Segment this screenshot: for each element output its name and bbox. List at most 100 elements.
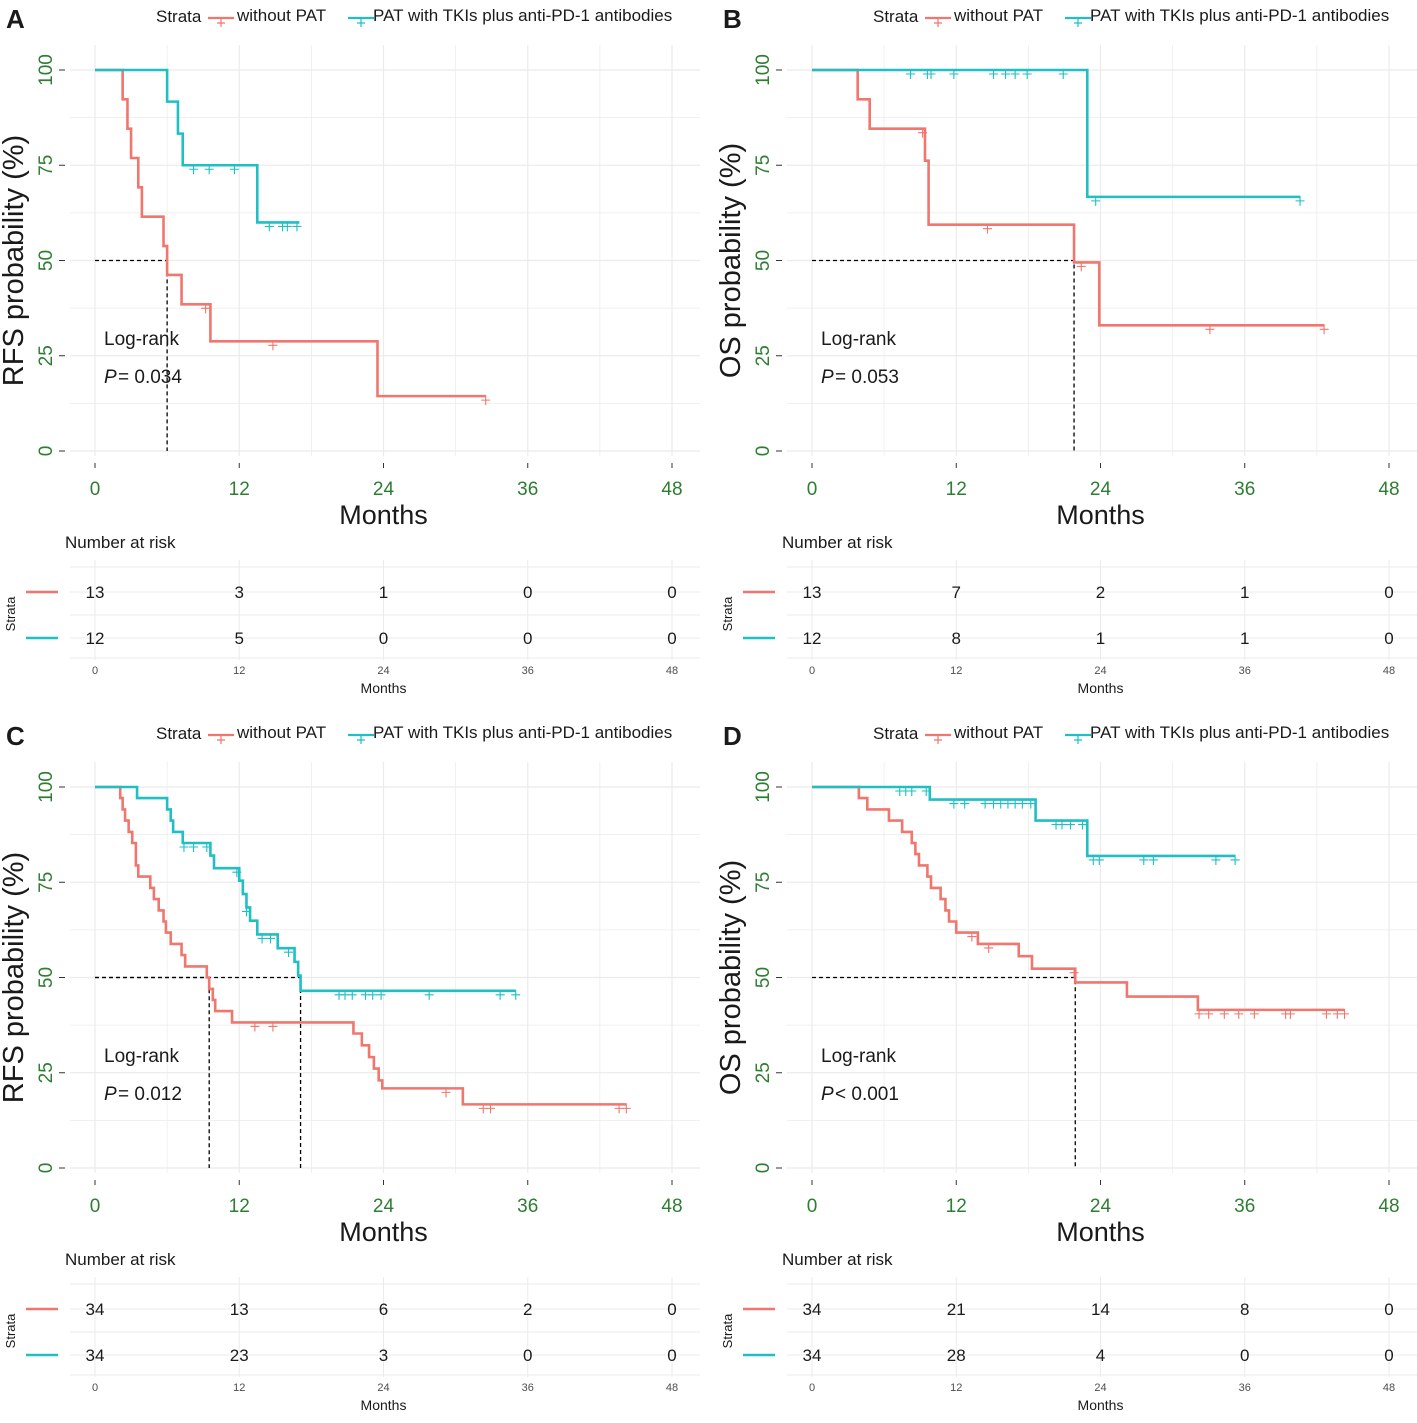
y-tick-label: 100 [36,771,57,803]
censor-mark [264,221,274,232]
risk-count: 0 [379,629,388,648]
censor-mark [1205,324,1215,335]
survival-curve-without-pat [95,785,627,1106]
censor-mark [1148,854,1158,865]
censor-mark [967,931,977,942]
x-tick-label: 24 [373,479,395,500]
censor-mark [1058,69,1068,79]
panel-letter: D [723,721,742,751]
censor-mark [1017,798,1027,809]
x-tick-label: 0 [807,479,818,500]
risk-count: 0 [523,583,532,602]
x-tick-label: 12 [229,479,250,500]
x-axis-label: Months [1056,1217,1145,1247]
legend-key-censor [357,735,365,744]
censor-mark [621,1103,631,1114]
y-tick-label: 0 [36,1163,57,1174]
risk-count: 1 [1096,629,1105,648]
risk-x-tick-label: 36 [1239,1382,1251,1394]
p-symbol: P [821,1084,834,1105]
y-tick-label: 25 [36,1062,57,1083]
risk-x-tick-label: 0 [809,665,815,677]
y-tick-label: 50 [753,967,774,988]
x-tick-label: 0 [90,1196,101,1217]
x-tick-label: 48 [661,479,682,500]
legend-key-censor [1074,18,1082,27]
risk-count: 1 [379,583,388,602]
censor-mark [960,798,970,809]
risk-count: 0 [523,629,532,648]
panel-a: A Strata without PAT PAT with TKIs plus ant… [0,0,708,706]
risk-count: 0 [1384,583,1393,602]
logrank-label: Log-rank [104,1046,179,1067]
censor-mark [949,798,959,809]
survival-curve-pat [95,785,516,993]
risk-x-tick-label: 48 [1383,665,1395,677]
censor-mark [906,69,916,79]
censor-mark [201,303,211,314]
y-tick-label: 75 [36,872,57,893]
censor-mark [1091,195,1101,206]
risk-count: 1 [1240,629,1249,648]
censor-mark [1321,1008,1331,1019]
km-chart: C Strata without PAT PAT with TKIs plus ant… [0,721,700,1413]
x-tick-label: 12 [946,1196,967,1217]
risk-x-tick-label: 24 [1094,665,1106,677]
censor-mark [424,989,434,1000]
censor-mark [1204,1008,1214,1019]
x-tick-label: 48 [1378,1196,1399,1217]
risk-x-tick-label: 12 [233,665,245,677]
censor-mark [257,933,267,944]
risk-count: 13 [230,1300,249,1319]
censor-mark [926,69,936,79]
legend-label: PAT with TKIs plus anti-PD-1 antibodies [1090,6,1389,25]
censor-mark [984,942,994,953]
risk-count: 0 [1384,1300,1393,1319]
survival-curve-pat [95,68,300,224]
risk-x-axis-label: Months [361,1397,407,1413]
y-axis-label: OS probability (%) [717,143,747,378]
censor-mark [347,989,357,1000]
y-tick-label: 50 [36,250,57,271]
censor-mark [204,164,214,175]
legend-key-censor [217,18,225,27]
risk-x-tick-label: 36 [1239,665,1251,677]
censor-mark [907,786,917,796]
risk-count: 0 [667,1346,676,1365]
y-tick-label: 25 [753,1062,774,1083]
risk-x-tick-label: 0 [92,665,98,677]
risk-count: 12 [803,629,822,648]
panel-letter: B [723,4,742,34]
km-chart: D Strata without PAT PAT with TKIs plus ant… [717,721,1417,1413]
p-value: = 0.034 [118,367,182,388]
censor-mark [1139,854,1149,865]
x-tick-label: 12 [229,1196,250,1217]
censor-mark [949,69,959,79]
risk-count: 0 [667,629,676,648]
risk-count: 28 [947,1346,966,1365]
censor-mark [1077,819,1087,830]
panel-letter: C [6,721,25,751]
legend-label: without PAT [953,723,1043,742]
y-axis-label: OS probability (%) [717,860,747,1095]
median-line [812,976,1076,1168]
censor-mark [189,842,199,853]
censor-mark [202,842,212,853]
legend-label: PAT with TKIs plus anti-PD-1 antibodies [373,6,672,25]
y-tick-label: 25 [753,345,774,366]
legend-label: PAT with TKIs plus anti-PD-1 antibodies [373,723,672,742]
survival-curve-pat [812,68,1301,199]
censor-mark [376,989,386,1000]
risk-count: 3 [379,1346,388,1365]
legend-label: without PAT [953,6,1043,25]
x-tick-label: 0 [90,479,101,500]
censor-mark [1069,967,1079,978]
logrank-label: Log-rank [821,329,896,350]
censor-mark [266,933,276,944]
censor-mark [481,395,491,406]
risk-count: 34 [86,1346,105,1365]
legend-label: without PAT [236,6,326,25]
risk-x-tick-label: 48 [666,665,678,677]
risk-x-tick-label: 24 [1094,1382,1106,1394]
risk-x-tick-label: 12 [233,1382,245,1394]
